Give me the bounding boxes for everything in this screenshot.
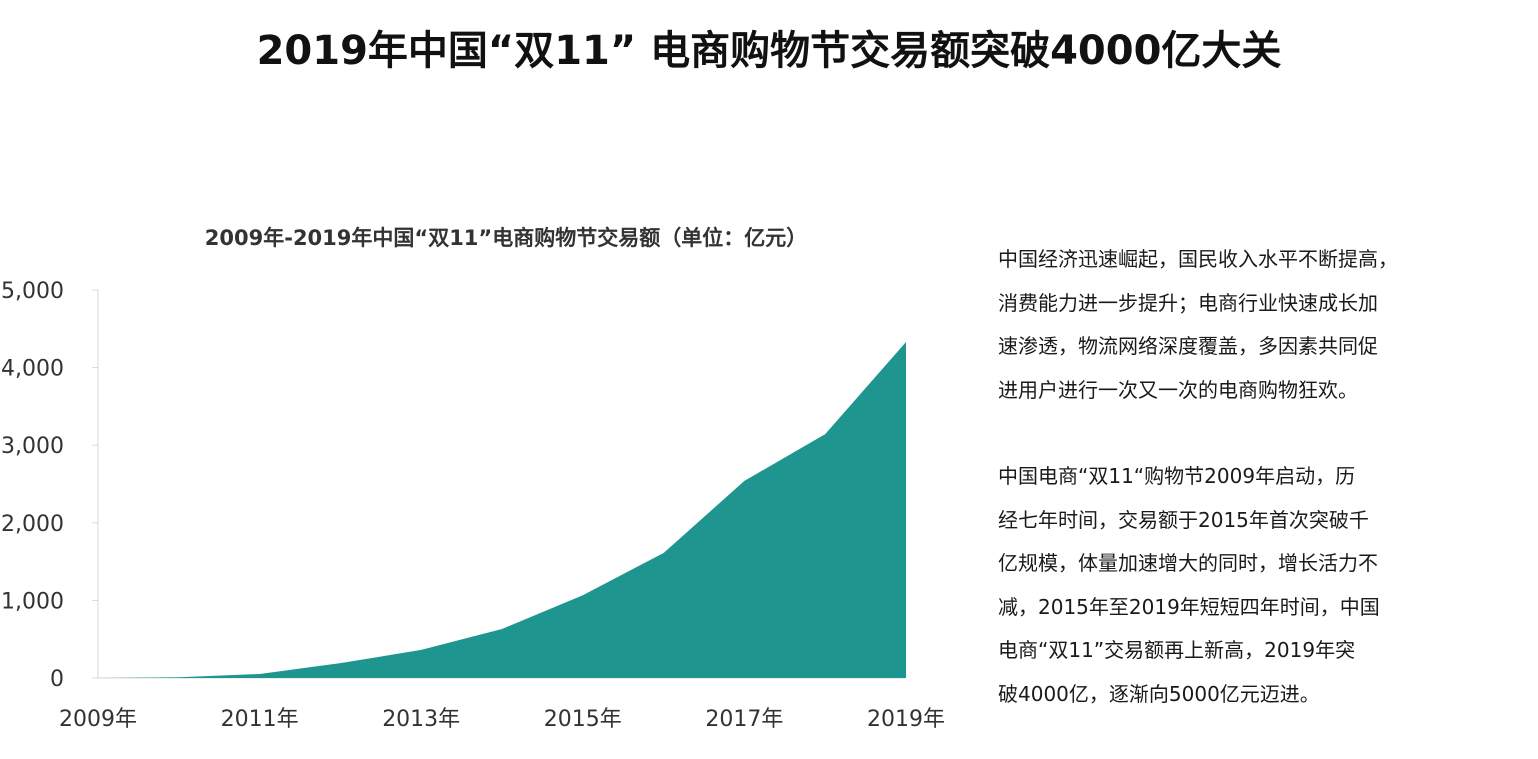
page-title: 2019年中国“双11” 电商购物节交易额突破4000亿大关 xyxy=(256,28,1282,74)
x-axis: 2009年 2011年 2013年 2015年 2017年 2019年 xyxy=(59,677,945,732)
y-tick-label: 5,000 xyxy=(1,279,64,304)
description-text: 中国经济迅速崛起，国民收入水平不断提高， 消费能力进一步提升；电商行业快速成长加… xyxy=(998,238,1498,716)
chart-canvas: 2009年-2019年中国“双11”电商购物节交易额（单位：亿元） 0 1,000… xyxy=(1,226,945,732)
x-tick-label: 2009年 xyxy=(59,707,137,732)
y-axis: 0 1,000 2,000 3,000 4,000 5,000 xyxy=(1,279,99,692)
y-tick-label: 0 xyxy=(50,667,64,692)
x-tick-label: 2015年 xyxy=(544,707,622,732)
y-tick-label: 4,000 xyxy=(1,357,64,382)
x-tick-label: 2013年 xyxy=(382,707,460,732)
series-area-group xyxy=(97,341,907,678)
y-tick-label: 1,000 xyxy=(1,589,64,614)
description-paragraph-2: 中国电商“双11“购物节2009年启动，历 经七年时间，交易额于2015年首次突… xyxy=(998,464,1380,706)
series-area xyxy=(98,341,906,678)
description-paragraph-1: 中国经济迅速崛起，国民收入水平不断提高， 消费能力进一步提升；电商行业快速成长加… xyxy=(998,247,1398,402)
chart-title: 2009年-2019年中国“双11”电商购物节交易额（单位：亿元） xyxy=(205,226,807,250)
x-tick-label: 2019年 xyxy=(867,707,945,732)
x-tick-label: 2011年 xyxy=(221,707,299,732)
y-tick-label: 2,000 xyxy=(1,512,64,537)
x-tick-label: 2017年 xyxy=(705,707,783,732)
area-chart: 2009年-2019年中国“双11”电商购物节交易额（单位：亿元） 0 1,000… xyxy=(0,210,960,750)
y-tick-label: 3,000 xyxy=(1,434,64,459)
